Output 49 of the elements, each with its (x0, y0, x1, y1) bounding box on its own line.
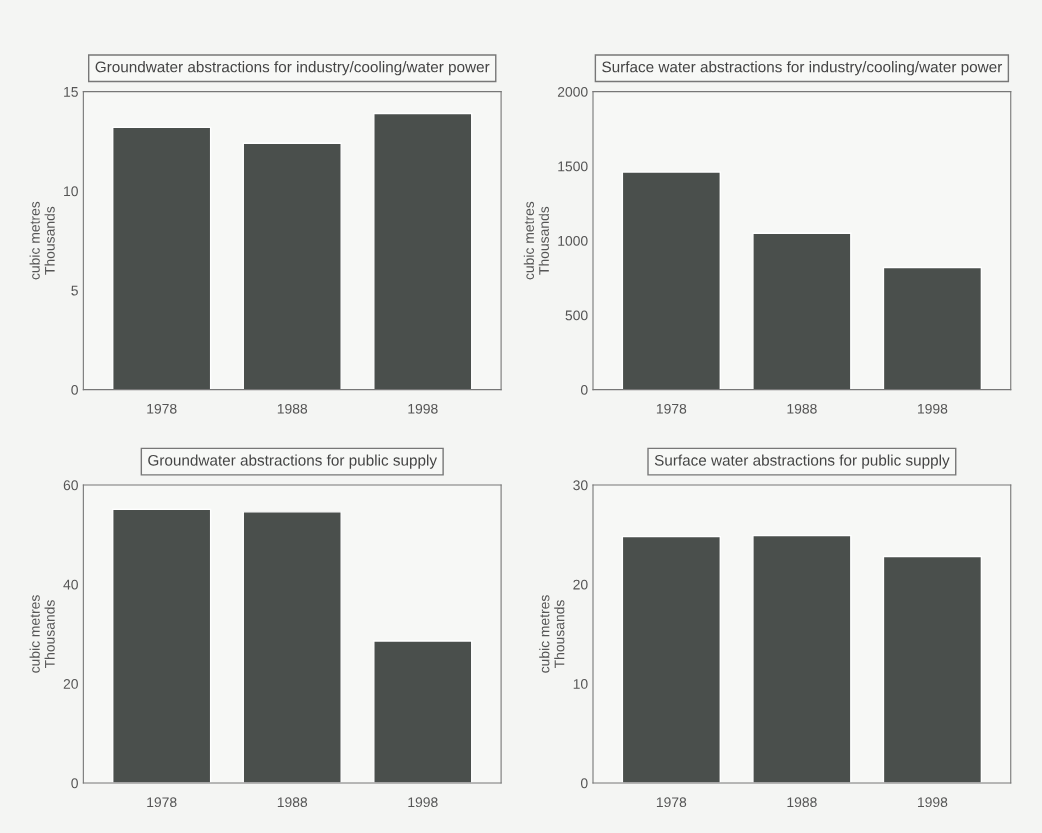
x-tick-label: 1978 (147, 797, 177, 808)
y-tick-label: 1500 (558, 161, 588, 172)
y-axis-title: cubic metres Thousands (29, 201, 55, 280)
x-tick-label: 1998 (918, 403, 948, 414)
chart-title: Surface water abstractions for public supply (654, 454, 950, 469)
bar (752, 232, 852, 390)
x-tick-label: 1988 (787, 797, 817, 808)
y-tick-label: 10 (64, 186, 78, 197)
y-tick-label: 5 (71, 285, 78, 296)
y-tick-label: 1000 (558, 235, 588, 246)
bar (242, 142, 342, 390)
y-tick-label: 10 (573, 679, 588, 689)
bar (621, 171, 721, 390)
chart-title: Surface water abstractions for industry/cooling/water power (602, 61, 1003, 76)
bar (112, 126, 212, 390)
bar (882, 266, 983, 390)
y-tick-label: 40 (63, 579, 78, 590)
y-tick-label: 20 (573, 579, 588, 590)
x-tick-label: 1998 (408, 797, 438, 808)
y-tick-label: 0 (71, 778, 78, 789)
bar (373, 112, 473, 390)
bar (621, 535, 721, 784)
x-tick-label: 1978 (656, 797, 687, 808)
y-axis-title: cubic metres Thousands (539, 595, 565, 673)
x-tick-label: 1988 (277, 403, 308, 414)
y-tick-label: 30 (573, 480, 588, 491)
y-tick-label: 0 (71, 384, 78, 395)
bar (752, 534, 852, 784)
x-tick-label: 1988 (787, 403, 817, 414)
x-tick-label: 1998 (918, 797, 948, 808)
y-axis-title: cubic metres Thousands (29, 595, 55, 673)
y-tick-label: 500 (565, 310, 588, 321)
y-tick-label: 0 (580, 384, 588, 395)
bar (882, 555, 983, 784)
chart-title: Groundwater abstractions for public supply (148, 454, 437, 469)
x-tick-label: 1978 (656, 403, 687, 414)
y-tick-label: 0 (580, 778, 588, 789)
y-axis-title: cubic metres Thousands (523, 201, 549, 280)
bar (373, 640, 473, 784)
y-tick-label: 15 (64, 87, 78, 97)
y-tick-label: 20 (63, 679, 78, 689)
x-tick-label: 1988 (277, 797, 308, 808)
x-tick-label: 1978 (147, 403, 177, 414)
y-tick-label: 2000 (557, 86, 588, 97)
bar (242, 511, 342, 784)
chart-title: Groundwater abstractions for industry/cooling/water power (95, 61, 490, 76)
y-tick-label: 60 (63, 480, 78, 491)
bar (112, 508, 212, 784)
x-tick-label: 1998 (408, 403, 438, 414)
